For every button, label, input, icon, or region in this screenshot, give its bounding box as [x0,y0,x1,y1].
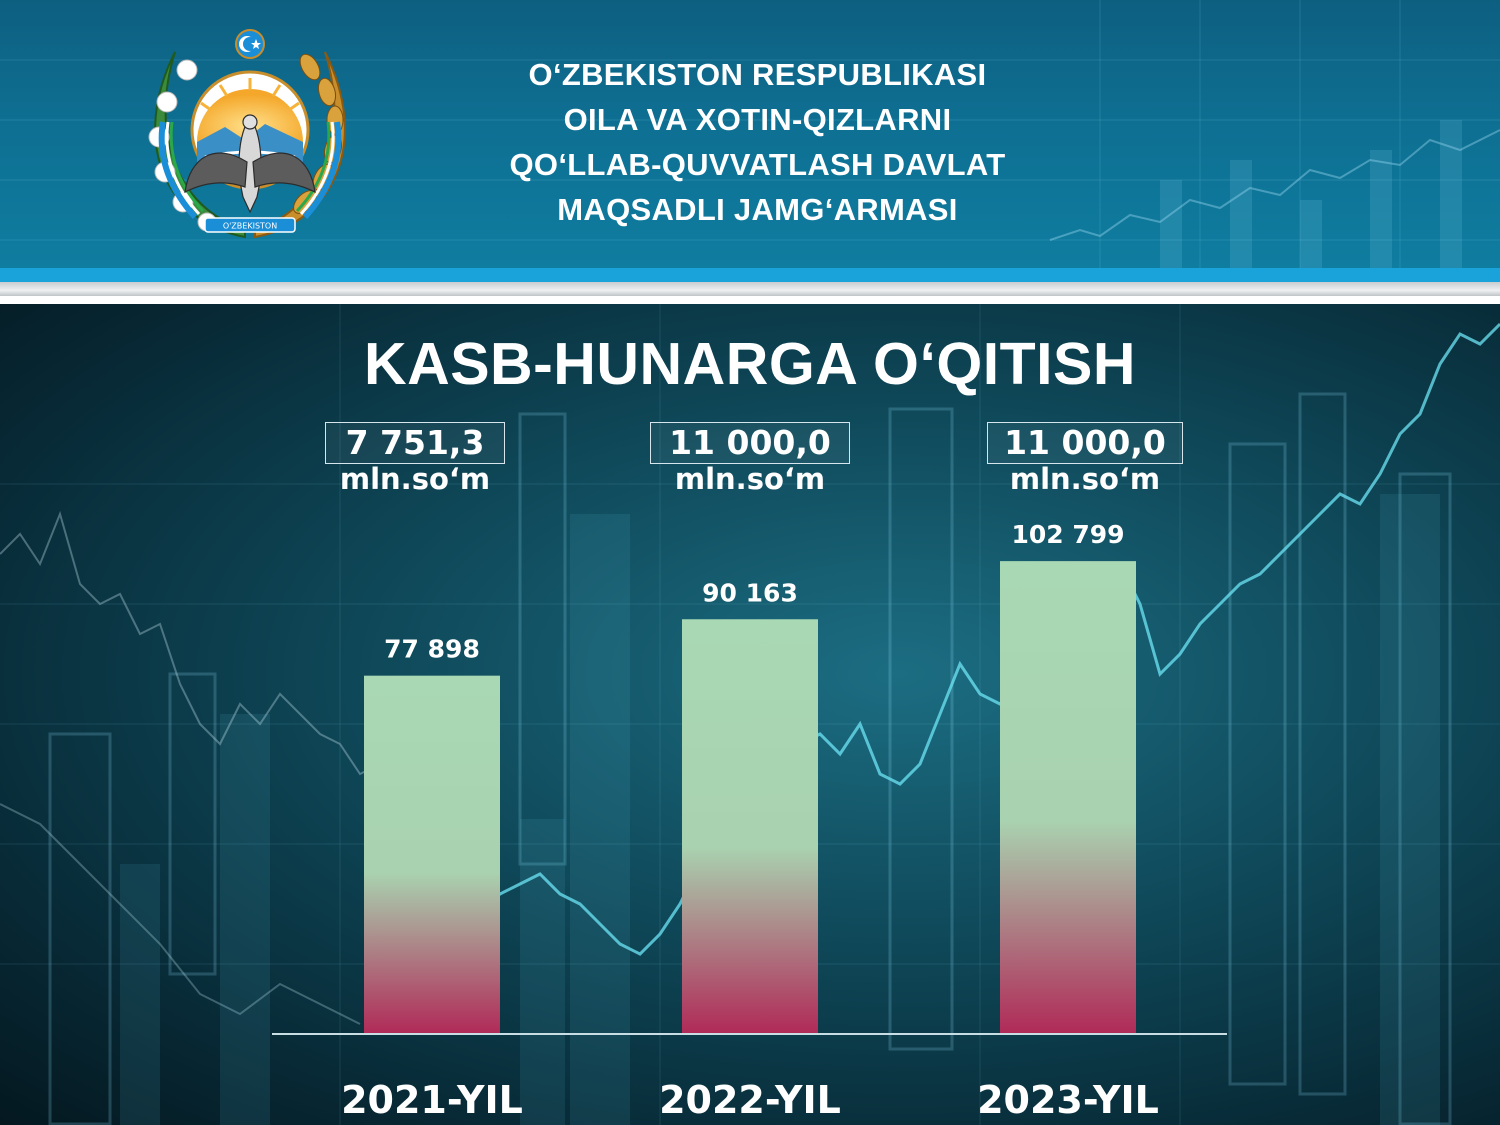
x-tick-label: 2022-YIL [659,1078,841,1122]
budget-unit: mln.so‘m [339,462,491,496]
header-banner: O'ZBEKISTON O‘ZBEKISTON RESPUBLIKASI OIL… [0,0,1500,268]
org-line-1: O‘ZBEKISTON RESPUBLIKASI [528,57,987,92]
budget-2022: 11 000,0 mln.so‘m [650,422,850,494]
header-accent-stripe [0,268,1500,282]
org-line-2: OILA VA XOTIN-QIZLARNI [563,102,952,137]
budget-amount: 11 000,0 [650,422,850,464]
budget-amount: 7 751,3 [325,422,505,464]
budget-amount: 11 000,0 [987,422,1183,464]
budget-2021: 7 751,3 mln.so‘m [325,422,505,494]
budget-unit: mln.so‘m [674,462,826,496]
data-label: 77 898 [384,635,480,664]
budget-unit: mln.so‘m [1009,462,1161,496]
svg-text:O'ZBEKISTON: O'ZBEKISTON [223,222,277,231]
org-line-3: QO‘LLAB-QUVVATLASH DAVLAT [509,147,1006,182]
budget-2023: 11 000,0 mln.so‘m [987,422,1183,494]
bar-2023-yil [1000,561,1136,1034]
data-label: 90 163 [702,578,798,607]
bar-2021-yil [364,675,500,1034]
state-emblem: O'ZBEKISTON [148,29,346,239]
bar-2022-yil [682,619,818,1034]
x-tick-label: 2021-YIL [341,1078,523,1122]
data-label: 102 799 [1011,520,1124,549]
organization-name: O‘ZBEKISTON RESPUBLIKASI OILA VA XOTIN-Q… [400,52,1115,232]
chart-title: KASB-HUNARGA O‘QITISH [363,331,1137,397]
x-tick-label: 2023-YIL [977,1078,1159,1122]
org-line-4: MAQSADLI JAMG‘ARMASI [557,192,958,227]
header-divider-stripe [0,282,1500,296]
background-decoration [0,304,1500,1125]
header-white-stripe [0,296,1500,304]
